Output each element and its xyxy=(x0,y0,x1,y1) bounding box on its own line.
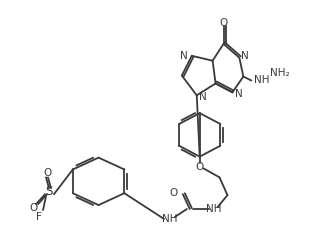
Text: N: N xyxy=(241,51,249,61)
Text: N: N xyxy=(199,92,207,102)
Text: O: O xyxy=(43,168,51,178)
Text: O: O xyxy=(29,203,37,213)
Text: S: S xyxy=(45,185,53,198)
Text: NH₂: NH₂ xyxy=(270,68,290,78)
Text: O: O xyxy=(219,18,228,28)
Text: NH: NH xyxy=(206,204,221,214)
Text: NH: NH xyxy=(162,214,178,224)
Text: N: N xyxy=(235,89,243,99)
Text: N: N xyxy=(180,51,188,61)
Text: NH: NH xyxy=(254,76,270,85)
Text: O: O xyxy=(196,162,204,171)
Text: F: F xyxy=(36,212,42,222)
Text: O: O xyxy=(170,188,178,198)
